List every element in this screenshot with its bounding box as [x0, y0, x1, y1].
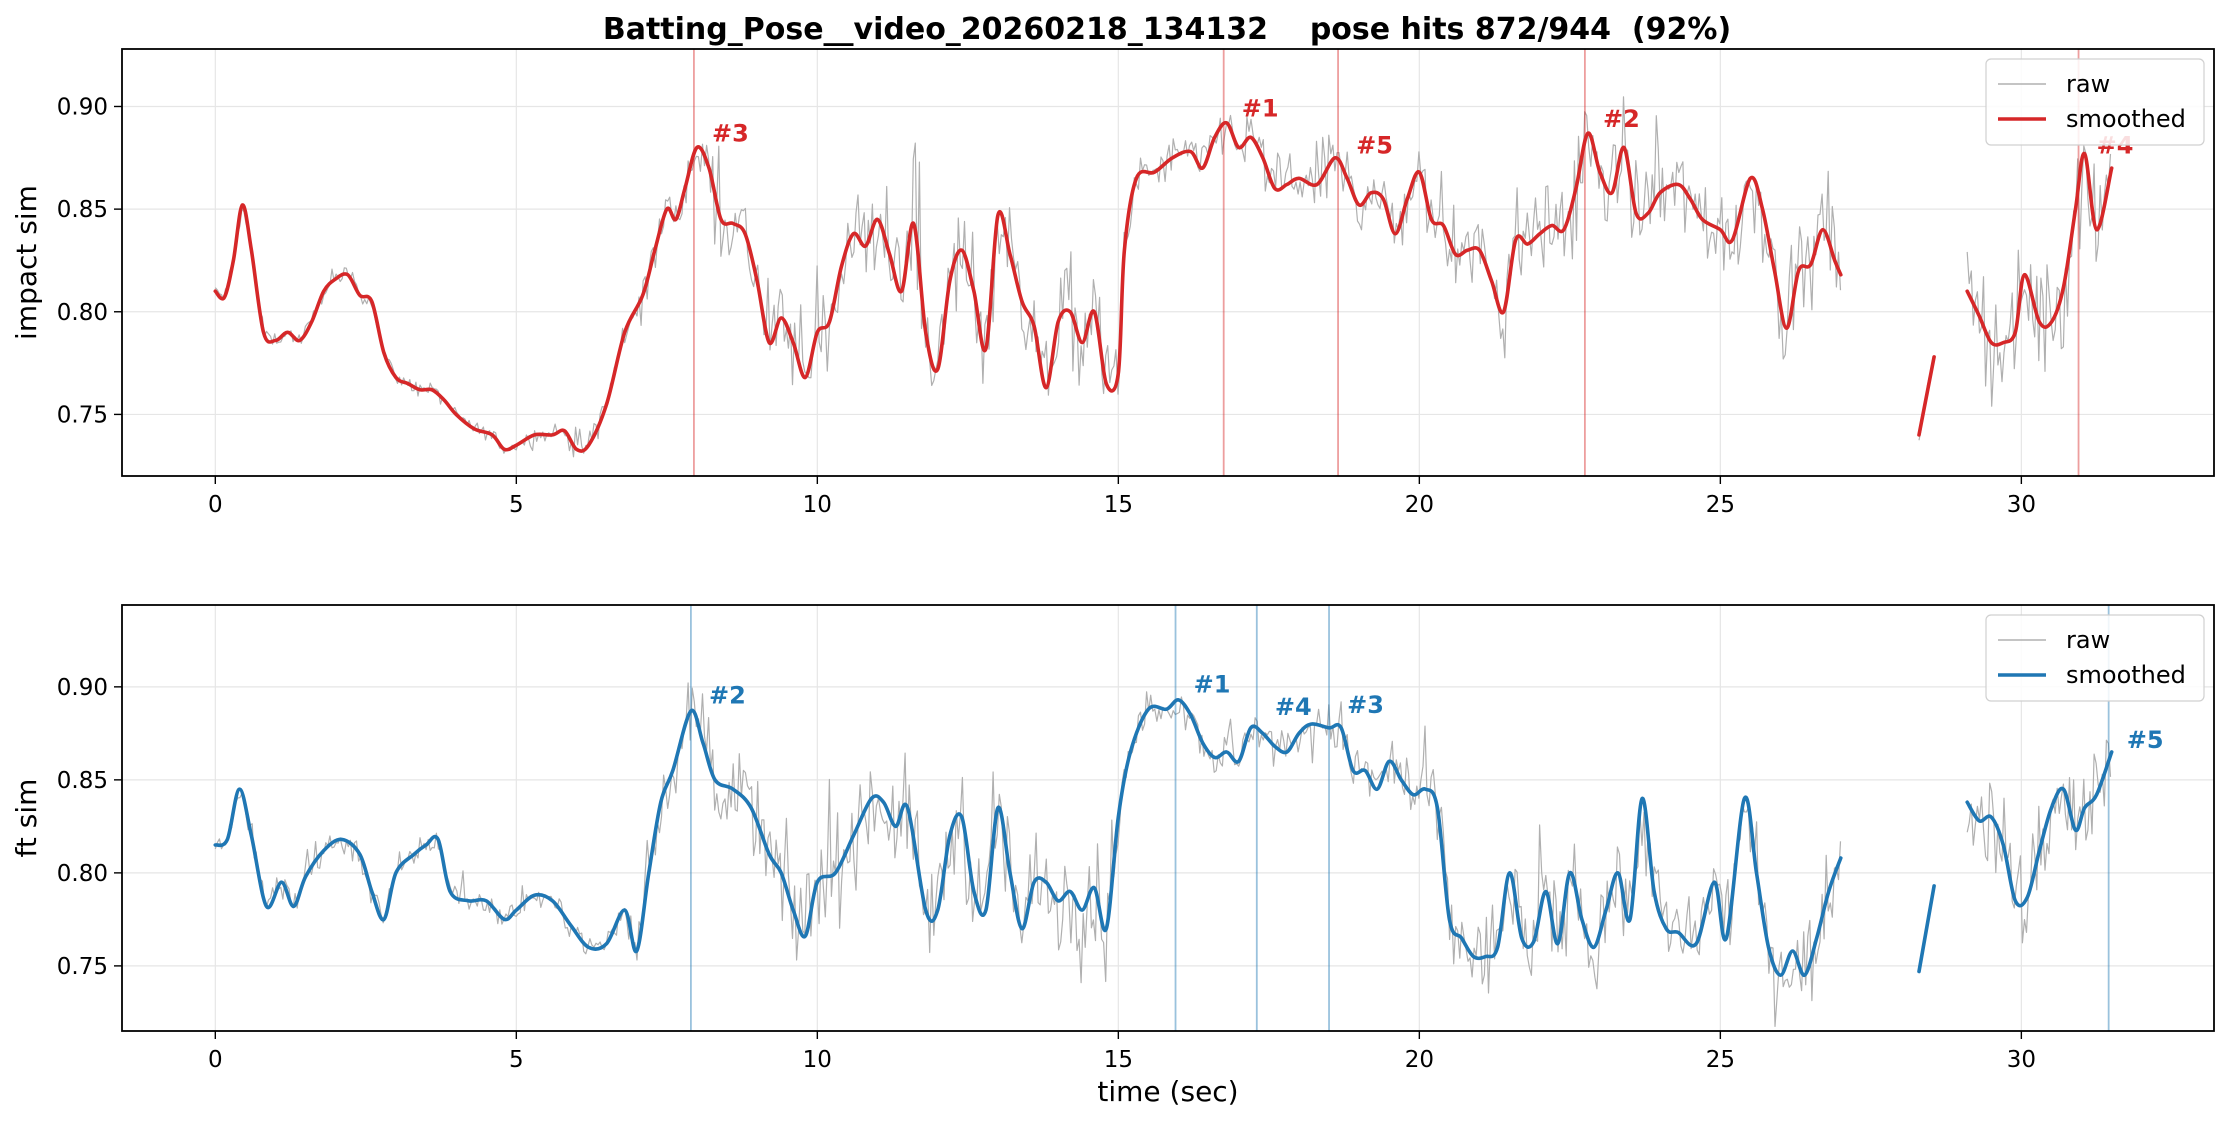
impact-xtick-label-10: 10 [803, 492, 832, 518]
impact-legend-box [1985, 58, 2205, 146]
ft-xtick-label-5: 5 [509, 1047, 524, 1073]
ft-xtick-label-25: 25 [1706, 1047, 1735, 1073]
ft-xtick-label-15: 15 [1104, 1047, 1133, 1073]
impact-peak-label-4: #2 [1603, 105, 1640, 133]
ft-legend-box [1985, 614, 2205, 702]
impact-legend-smoothed-label: smoothed [2066, 105, 2186, 133]
ft-legend-smoothed-label: smoothed [2066, 661, 2186, 689]
impact-peak-label-3: #5 [1356, 132, 1393, 160]
impact-smoothed-series-seg-0 [213, 120, 1843, 453]
impact-ytick-label-0.9: 0.90 [57, 94, 108, 120]
impact-xtick-label-30: 30 [2007, 492, 2036, 518]
impact-peak-label-2: #1 [1242, 95, 1279, 123]
impact-sim-panel: #3#1#5#2#40 5 10 15 20 25 300.750.800.850.90im… [10, 48, 2215, 518]
ft-smoothed-series-seg-2 [1965, 750, 2114, 908]
ft-raw-series-seg-2 [1966, 739, 2112, 944]
impact-ytick-label-0.85: 0.85 [57, 197, 108, 223]
impact-ytick-label-0.8: 0.80 [57, 300, 108, 326]
ft-peak-label-2: #1 [1194, 670, 1231, 698]
impact-xtick-label-25: 25 [1706, 492, 1735, 518]
ft-x-axis-label: time (sec) [1097, 1075, 1238, 1108]
ft-xtick-label-0: 0 [208, 1047, 223, 1073]
figure-title: Batting_Pose__video_20260218_134132 pose… [603, 12, 1731, 47]
ft-ytick-label-0.8: 0.80 [57, 861, 108, 887]
impact-axes-frame [121, 48, 2215, 477]
ft-peak-label-1: #2 [709, 682, 746, 710]
impact-xtick-label-0: 0 [208, 492, 223, 518]
impact-xtick-label-20: 20 [1405, 492, 1434, 518]
ft-axes-frame [121, 604, 2215, 1032]
ft-smoothed-series-seg-1 [1917, 884, 1936, 974]
impact-plot-area [213, 49, 2114, 476]
impact-y-axis-label: impact sim [10, 185, 43, 340]
ft-ytick-label-0.75: 0.75 [57, 954, 108, 980]
ft-xtick-label-20: 20 [1405, 1047, 1434, 1073]
impact-ytick-label-0.75: 0.75 [57, 402, 108, 428]
ft-peak-label-5: #5 [2127, 726, 2164, 754]
impact-smoothed-series-seg-2 [1965, 151, 2114, 347]
impact-legend: raw smoothed [1985, 58, 2205, 146]
ft-xtick-label-30: 30 [2007, 1047, 2036, 1073]
ft-peak-label-3: #4 [1275, 693, 1312, 721]
ft-xtick-label-10: 10 [803, 1047, 832, 1073]
impact-legend-raw-label: raw [2066, 70, 2110, 98]
impact-smoothed-series-seg-1 [1917, 355, 1936, 437]
ft-peak-label-4: #3 [1347, 691, 1384, 719]
impact-peak-label-1: #3 [712, 119, 749, 147]
ft-smoothed-series-seg-0 [213, 698, 1843, 978]
ft-ytick-label-0.9: 0.90 [57, 675, 108, 701]
ft-legend: raw smoothed [1985, 614, 2205, 702]
ft-y-axis-label: ft sim [10, 779, 43, 858]
ft-ytick-label-0.85: 0.85 [57, 768, 108, 794]
ft-sim-panel: #2 #1 #4 #3 #5 0 5 10 15 20 25 30 0.75 0.80 0.85 0.90 ft… [10, 604, 2215, 1108]
ft-legend-raw-label: raw [2066, 626, 2110, 654]
impact-xtick-label-15: 15 [1104, 492, 1133, 518]
impact-xtick-label-5: 5 [509, 492, 524, 518]
